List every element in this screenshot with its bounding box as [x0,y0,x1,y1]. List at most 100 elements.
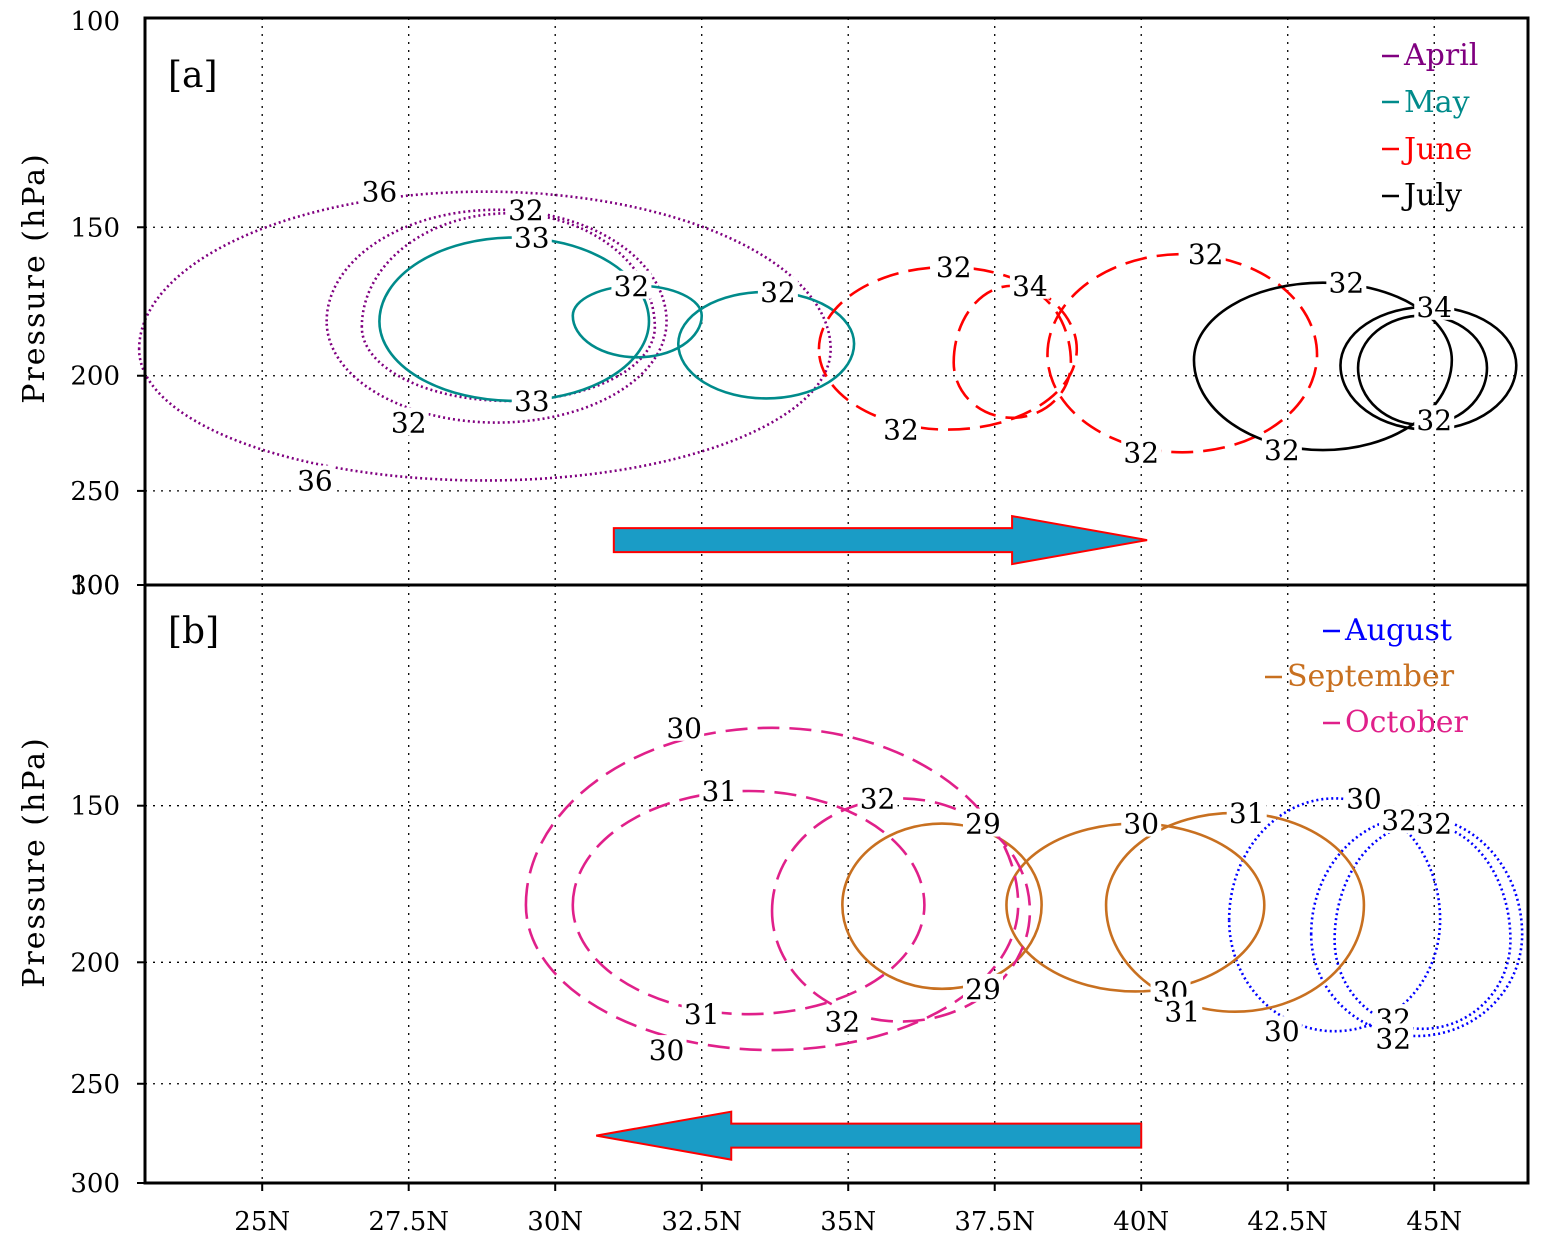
contour-label-july: 32 [1416,404,1452,437]
contour-label-bg [1261,1016,1302,1045]
x-tick-label: 37.5N [954,1207,1035,1237]
contour-label-june: 32 [1123,436,1159,469]
contour-label-bg [963,973,1004,1002]
contour-label-july: 32 [1264,434,1300,467]
contour-label-bg [1373,1023,1414,1052]
legend-item-october: October [1345,705,1468,740]
legend-item-may: May [1404,85,1470,120]
panel-a-frame [143,16,1530,587]
contour-label-september: 30 [1123,808,1159,841]
contour-label-may: 32 [614,270,650,303]
contour-label-bg [681,999,722,1028]
contour-label-june: 32 [883,414,919,447]
contour-label-october: 30 [649,1034,685,1067]
x-tick-label: 45N [1406,1207,1462,1237]
panel-a-y-axis-label: Pressure (hPa) [17,152,52,403]
x-tick-label: 30N [527,1207,583,1237]
y-tick-label: 250 [70,477,120,507]
y-tick-label: 300 [70,571,120,601]
contour-label-bg [1326,267,1367,296]
y-tick-label: 200 [70,948,120,978]
contour-september [1005,822,1266,993]
panel-b-label: [b] [168,611,219,652]
x-tick-label: 32.5N [661,1207,742,1237]
contour-label-august: 32 [1381,804,1417,837]
contour-label-bg [664,712,705,741]
panel-a-data [137,190,1518,482]
y-tick-label: 100 [70,571,120,601]
x-tick-label: 25N [234,1207,290,1237]
contour-label-bg [880,414,921,443]
contour-label-bg [822,1006,863,1035]
contour-label-july: 32 [1329,267,1365,300]
contour-label-july: 34 [1416,291,1452,324]
contour-label-bg [511,385,552,414]
y-tick-label: 150 [70,792,120,822]
contour-label-bg [1414,405,1455,434]
legend-item-april: April [1403,38,1478,73]
contour-label-bg [757,276,798,305]
legend-item-june: June [1401,132,1472,167]
contour-april [325,208,668,424]
contour-label-june: 32 [936,251,972,284]
contour-label-bg [1261,435,1302,464]
contour-label-october: 30 [666,712,702,745]
contour-label-bg [1343,783,1384,812]
contour-label-bg [359,176,400,205]
contour-label-october: 31 [701,775,737,808]
contour-label-bg [963,808,1004,837]
panel-a-top-tick-label: 100 [70,7,120,37]
contour-label-bg [933,251,974,280]
contour-label-october: 32 [860,782,896,815]
contour-label-bg [294,465,335,494]
contour-may [378,236,651,403]
contour-label-bg [388,407,429,436]
contour-october [571,789,926,1016]
contour-label-bg [1414,808,1455,837]
contour-label-april: 36 [362,176,398,209]
contour-september [1104,811,1366,1013]
contour-july [1356,314,1489,426]
contour-label-june: 32 [1188,238,1224,271]
contour-june [817,265,1079,431]
contour-label-june: 34 [1012,270,1048,303]
contour-september [841,822,1043,991]
panel-b-arrow [596,1110,1143,1161]
panel-a-grid [145,18,1528,586]
y-tick-label: 150 [70,213,120,243]
contour-label-bg [1121,808,1162,837]
contour-label-bg [1226,797,1267,826]
contour-july [1339,305,1518,431]
contour-label-bg [1185,239,1226,268]
contour-label-bg [699,775,740,804]
contour-label-bg [1009,270,1050,299]
contour-label-may: 32 [760,276,796,309]
panel-b-y-axis-label: Pressure (hPa) [17,736,52,987]
contour-label-may: 33 [514,385,550,418]
contour-label-may: 33 [514,221,550,254]
contour-label-bg [1379,805,1420,834]
contour-august [1333,822,1512,1031]
x-tick-label: 40N [1113,1207,1169,1237]
contour-may [571,284,704,359]
legend-item-august: August [1344,613,1452,648]
contour-june [952,284,1073,420]
contour-october [524,726,1020,1052]
contour-label-august: 32 [1375,1022,1411,1055]
contour-label-bg [1162,996,1203,1025]
legend-item-july: July [1401,178,1462,213]
contour-april [360,212,657,403]
contour-label-august: 32 [1416,808,1452,841]
contour-label-bg [511,222,552,251]
panel-a-legend: April May June July [1382,38,1478,213]
contour-august [1309,815,1524,1038]
contour-label-bg [611,270,652,299]
panel-a-label: [a] [168,55,218,96]
panel-b-frame [143,583,1530,1185]
direction-arrow-left [596,1110,1143,1161]
